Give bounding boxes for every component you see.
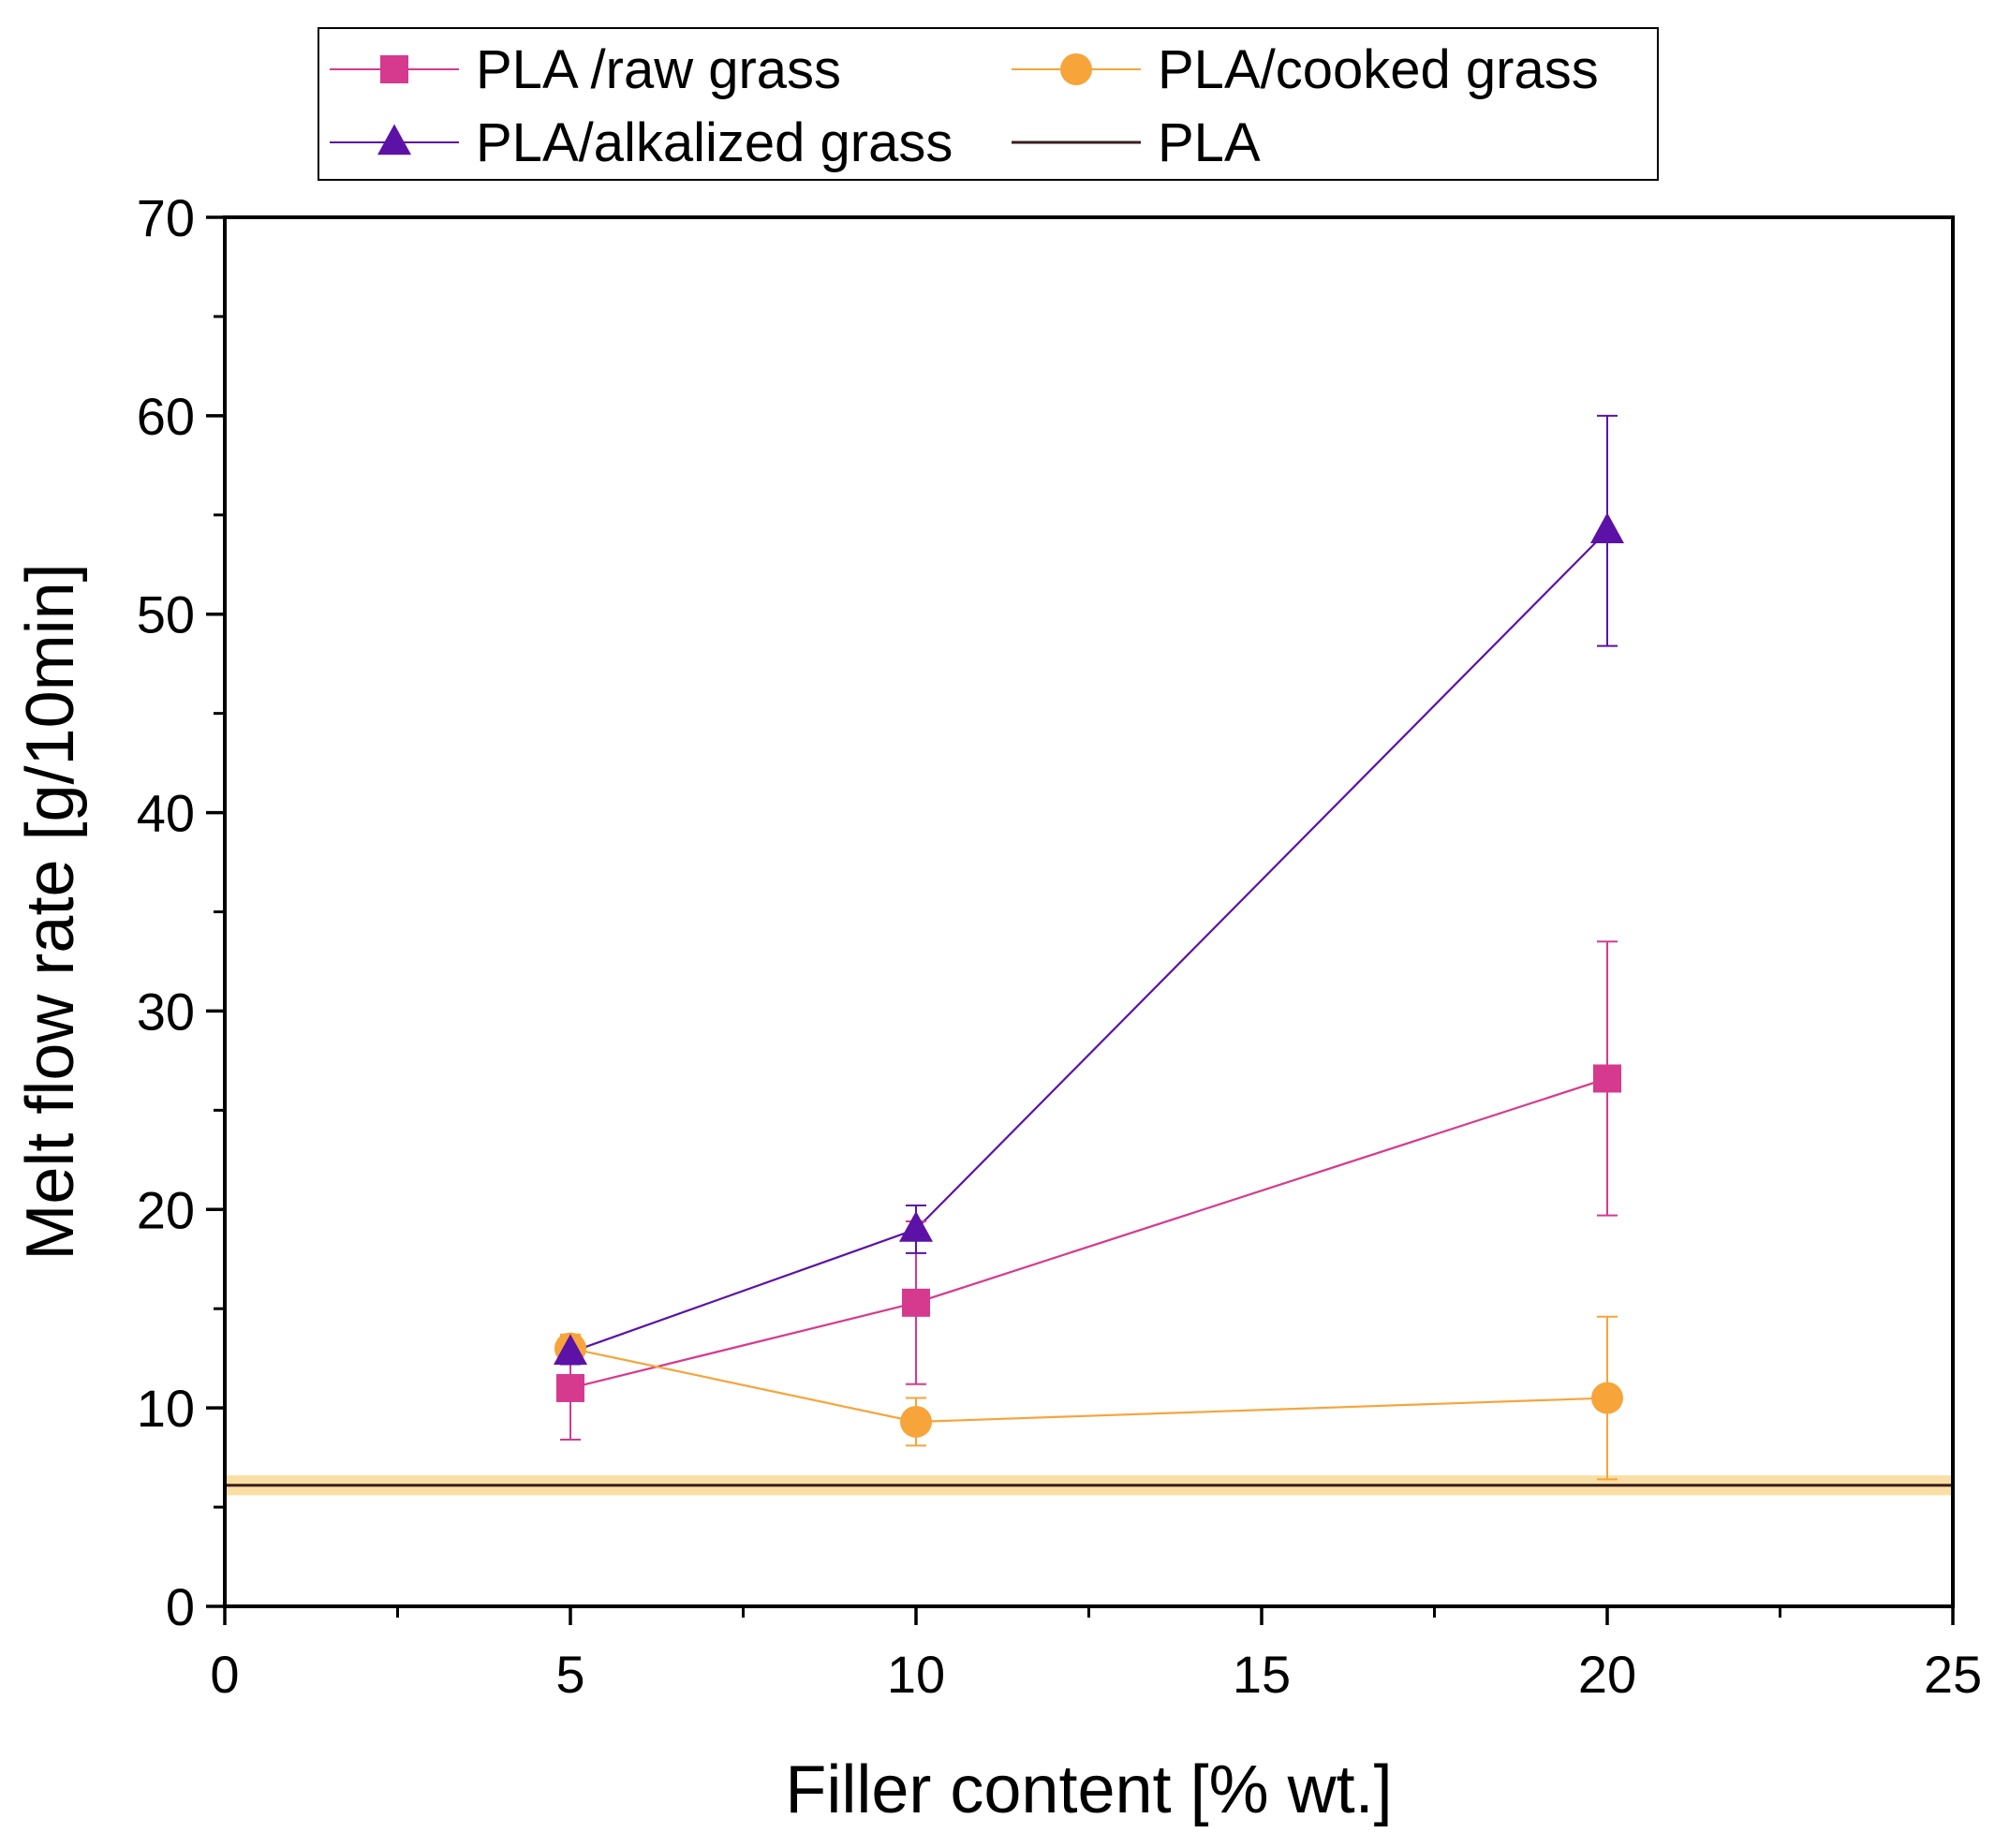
x-tick-label-0: 0 (210, 1645, 239, 1704)
y-tick-label-5: 50 (137, 585, 195, 644)
series-pla-raw-grass-line (569, 1077, 1608, 1390)
series-pla-cooked-grass-point-2 (1591, 1382, 1623, 1414)
y-tick-label-1: 10 (137, 1379, 195, 1438)
x-tick-label-1: 5 (555, 1645, 584, 1704)
series-pla-cooked-grass-point-1 (900, 1405, 932, 1438)
x-axis-title: Filler content [% wt.] (785, 1752, 1392, 1827)
legend-item-pla-alkalized-grass-symbol (377, 124, 411, 155)
axes-layer: 0 5 10 15 20 25 0 10 20 30 40 50 60 70 Filler content … (13, 188, 1982, 1827)
x-tick-label-5: 25 (1924, 1645, 1982, 1704)
y-tick-label-7: 70 (137, 188, 195, 247)
markers-layer (554, 512, 1624, 1438)
x-tick-label-4: 20 (1578, 1645, 1636, 1704)
legend-item-pla-label: PLA (1158, 112, 1261, 173)
series-pla-raw-grass-point-1 (902, 1288, 930, 1317)
plot-frame (223, 215, 1955, 1608)
error-bars-layer (560, 414, 1618, 1481)
series-pla-cooked-grass-line (569, 1347, 1608, 1424)
y-tick-label-4: 40 (137, 784, 195, 843)
x-tick-label-2: 10 (887, 1645, 945, 1704)
y-axis-title: Melt flow rate [g/10min] (13, 563, 88, 1260)
y-tick-label-3: 30 (137, 982, 195, 1041)
series-pla-alkalized-grass-point-1 (899, 1210, 933, 1242)
legend-item-pla-raw-grass-symbol (380, 55, 408, 83)
series-pla-alkalized-grass-point-0 (554, 1334, 587, 1366)
legend-box (318, 27, 1659, 181)
legend-item-pla-alkalized-grass-label: PLA/alkalized grass (476, 112, 953, 173)
legend-item-pla-raw-grass-label: PLA /raw grass (476, 39, 841, 100)
series-pla-raw-grass-point-2 (1593, 1064, 1621, 1093)
legend-item-pla-cooked-grass-label: PLA/cooked grass (1158, 39, 1599, 100)
y-tick-label-0: 0 (166, 1577, 195, 1636)
x-tick-label-3: 15 (1233, 1645, 1291, 1704)
legend-item-pla-cooked-grass-symbol (1060, 53, 1092, 85)
legend: PLA /raw grass PLA/cooked grass PLA/alkali… (318, 27, 1659, 181)
series-lines-layer (225, 529, 1953, 1487)
y-tick-label-2: 20 (137, 1180, 195, 1239)
y-tick-label-6: 60 (137, 387, 195, 446)
series-pla-alkalized-grass-point-2 (1590, 512, 1624, 543)
series-pla-alkalized-grass-line (569, 529, 1608, 1353)
series-pla-raw-grass-point-0 (556, 1373, 584, 1402)
